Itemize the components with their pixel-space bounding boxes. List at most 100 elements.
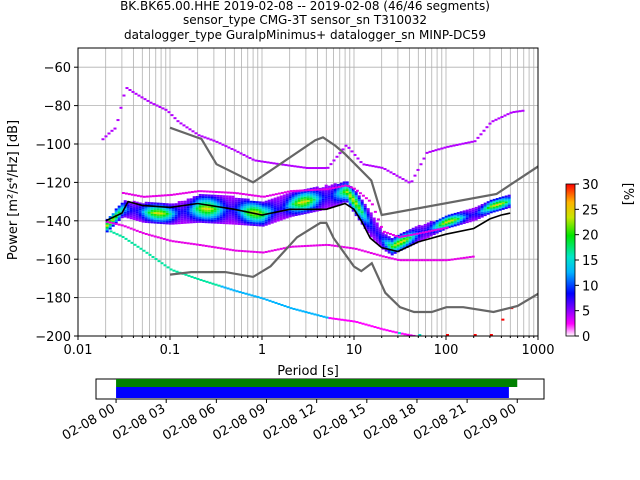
density-cell (180, 221, 184, 224)
density-cell (294, 192, 298, 195)
density-cell (276, 198, 280, 201)
outlier-cell (275, 162, 279, 165)
outlier-cell (211, 190, 215, 193)
density-cell (459, 222, 463, 225)
density-cell (165, 208, 169, 211)
density-cell (189, 202, 193, 205)
density-cell (177, 201, 181, 204)
density-cell (150, 209, 154, 212)
outlier-cell (142, 195, 146, 198)
density-cell (333, 190, 337, 193)
density-cell (303, 206, 307, 209)
density-cell (351, 192, 355, 195)
coverage-tick-label: 02-08 15 (311, 401, 369, 443)
density-cell (243, 198, 247, 201)
outlier-cell (305, 166, 309, 169)
density-cell (129, 215, 133, 218)
density-cell (240, 223, 244, 226)
density-cell (321, 187, 325, 190)
x-tick-label: 1 (258, 343, 266, 358)
outlier-cell (287, 164, 291, 167)
density-cell (279, 218, 283, 221)
outlier-cell (117, 223, 121, 226)
density-cell (162, 206, 166, 209)
density-cell (363, 203, 367, 206)
outlier-cell (391, 330, 395, 333)
density-cell (213, 210, 217, 213)
density-cell (501, 202, 505, 205)
density-cell (366, 208, 370, 211)
density-cell (222, 197, 226, 200)
outlier-cell (156, 236, 160, 239)
density-cell (192, 201, 196, 204)
outlier-cell (347, 146, 351, 149)
density-cell (306, 201, 310, 204)
density-cell (375, 228, 379, 231)
plot-frame (77, 47, 539, 337)
colorbar-gradient (565, 183, 576, 337)
density-cell (306, 203, 310, 206)
density-cell (138, 215, 142, 218)
density-cell (138, 206, 142, 209)
density-cell (216, 221, 220, 224)
outlier-cell (373, 326, 377, 329)
low-tail-cell (446, 334, 449, 336)
density-cell (384, 249, 388, 252)
density-cell (267, 214, 271, 217)
density-cell (228, 220, 232, 223)
density-cell (327, 201, 331, 204)
density-cell (186, 215, 190, 218)
density-cell (204, 211, 208, 214)
outlier-cell (412, 334, 416, 336)
outlier-cell (221, 143, 225, 146)
outlier-cell (467, 141, 471, 144)
density-cell (357, 214, 361, 217)
outlier-cell (132, 228, 136, 231)
density-cell (369, 229, 373, 232)
density-cell (504, 197, 508, 200)
density-cell (375, 226, 379, 229)
density-cell (348, 203, 352, 206)
density-cell (327, 197, 331, 200)
outlier-cell (410, 180, 414, 183)
outlier-cell (380, 166, 384, 169)
title-line-2: sensor_type CMG-3T sensor_sn T310032 (183, 13, 427, 27)
density-cell (132, 208, 136, 211)
density-cell (207, 205, 211, 208)
outlier-cell (255, 251, 259, 254)
density-cell (294, 194, 298, 197)
density-cell (471, 213, 475, 216)
density-cell (372, 223, 376, 226)
density-cell (174, 216, 178, 219)
density-cell (285, 197, 289, 200)
density-cell (258, 203, 262, 206)
outlier-cell (349, 186, 353, 189)
outlier-cell (452, 144, 456, 147)
density-cell (192, 207, 196, 210)
density-cell (453, 218, 457, 221)
density-cell (174, 222, 178, 225)
density-cell (492, 208, 496, 211)
density-cell (375, 237, 379, 240)
outlier-cell (226, 191, 230, 194)
density-cell (252, 208, 256, 211)
outlier-cell (229, 288, 233, 291)
density-cell (396, 244, 400, 247)
density-cell (270, 200, 274, 203)
outlier-cell (112, 231, 116, 234)
density-cell (255, 224, 259, 227)
density-cell (270, 217, 274, 220)
density-cell (132, 218, 136, 221)
outlier-cell (400, 235, 404, 238)
density-cell (231, 216, 235, 219)
density-cell (498, 197, 502, 200)
outlier-cell (465, 256, 469, 259)
density-cell (276, 215, 280, 218)
density-cell (366, 217, 370, 220)
density-cell (300, 210, 304, 213)
density-cell (123, 209, 127, 212)
density-cell (231, 222, 235, 225)
density-cell (366, 221, 370, 224)
density-cell (270, 219, 274, 222)
density-cell (297, 201, 301, 204)
